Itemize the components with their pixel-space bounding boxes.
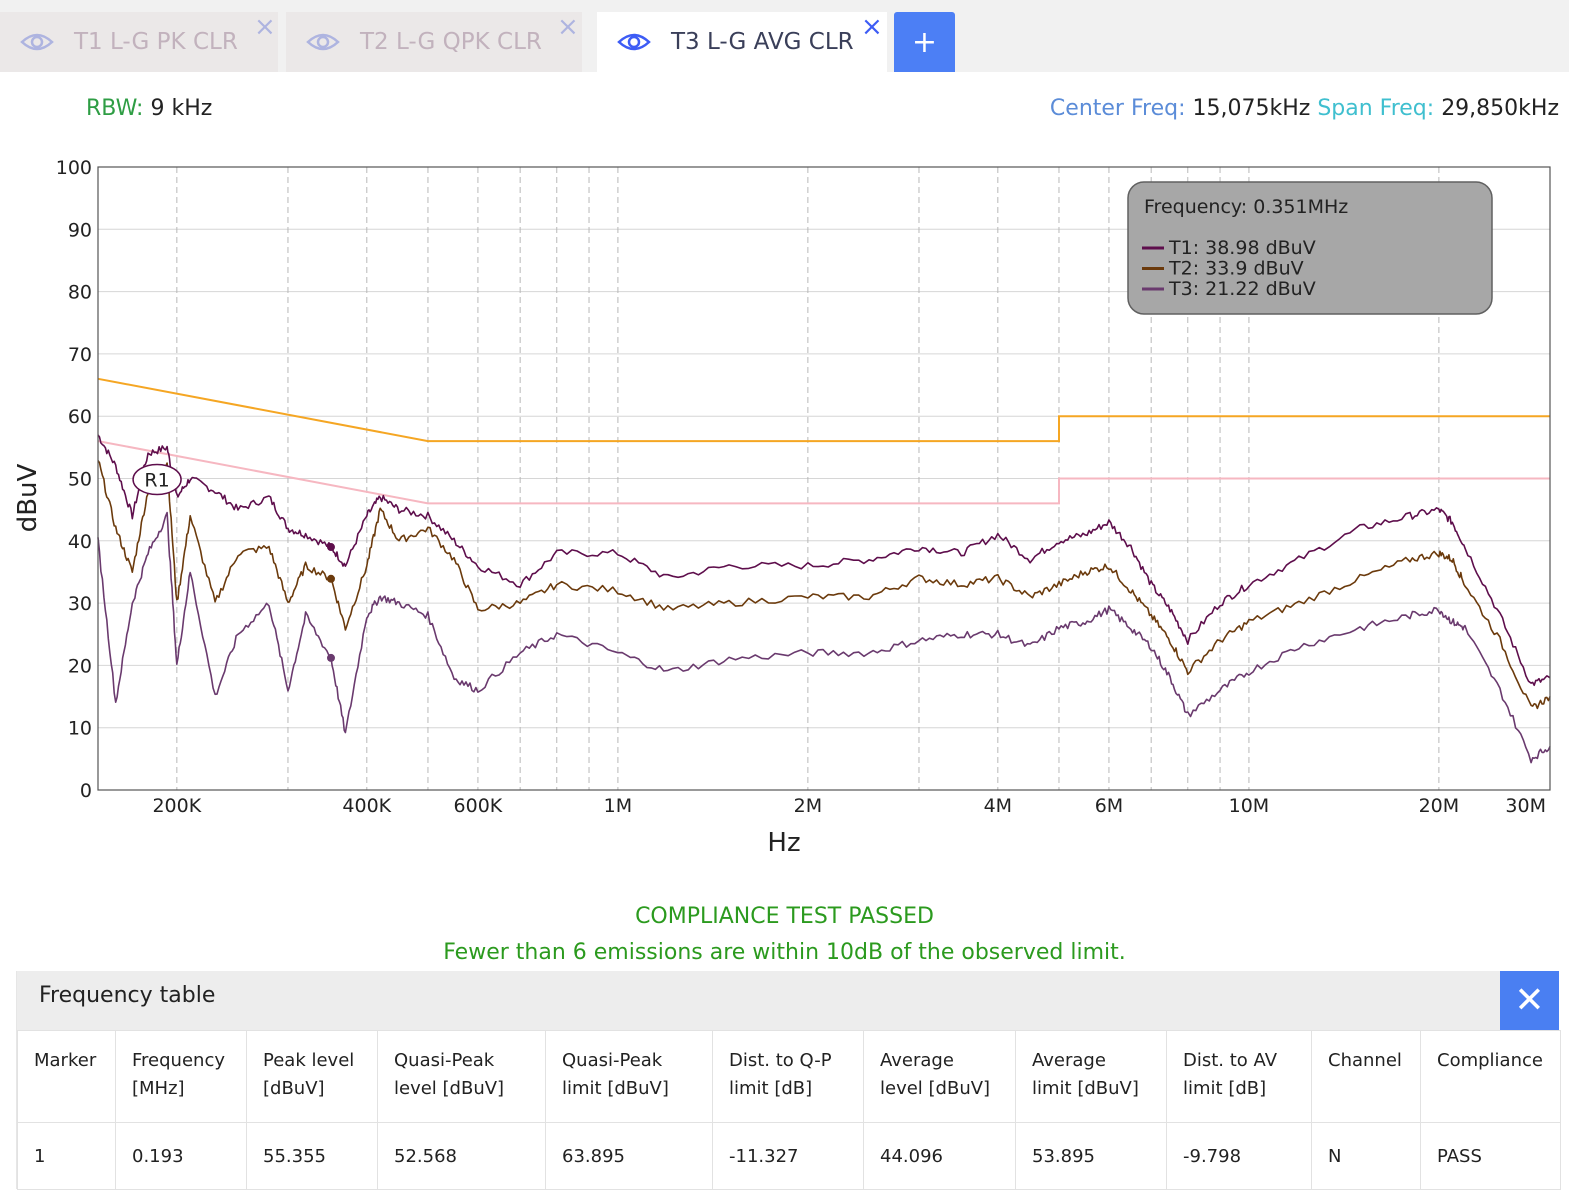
tooltip-row: T2: 33.9 dBuV xyxy=(1168,258,1304,280)
column-header[interactable]: Average level [dBuV] xyxy=(863,1030,1016,1123)
frequency-table: Marker Frequency [MHz] Peak level [dBuV]… xyxy=(17,1030,1561,1190)
center-freq-label: Center Freq: xyxy=(1049,96,1186,121)
column-header[interactable]: Dist. to AV limit [dB] xyxy=(1166,1030,1312,1123)
column-header[interactable]: Channel xyxy=(1311,1030,1421,1123)
span-freq-label: Span Freq: xyxy=(1317,96,1435,121)
table-row[interactable]: 1 0.193 55.355 52.568 63.895 -11.327 44.… xyxy=(17,1122,1561,1190)
column-header[interactable]: Peak level [dBuV] xyxy=(246,1030,378,1123)
y-tick-label: 90 xyxy=(68,219,92,241)
emissions-chart[interactable]: 0 10 20 30 40 50 60 70 80 90 100 200K 400K 600K 1M 2M 4M… xyxy=(0,140,1569,870)
compliance-status: COMPLIANCE TEST PASSED xyxy=(635,904,934,929)
x-tick-label: 2M xyxy=(794,795,822,817)
trace-line-t2 xyxy=(97,460,1551,710)
tooltip-row: T1: 38.98 dBuV xyxy=(1168,237,1316,259)
cell-frequency: 0.193 xyxy=(115,1122,247,1190)
span-freq-value: 29,850kHz xyxy=(1441,96,1559,121)
y-tick-label: 0 xyxy=(80,780,92,802)
limit-line xyxy=(97,440,1550,505)
y-tick-label: 50 xyxy=(68,469,92,491)
column-header[interactable]: Marker xyxy=(17,1030,116,1123)
y-tick-label: 30 xyxy=(68,593,92,615)
cell-qp-distance: -11.327 xyxy=(712,1122,864,1190)
cell-qp-level: 52.568 xyxy=(377,1122,546,1190)
cell-marker: 1 xyxy=(17,1122,116,1190)
y-axis-title: dBuV xyxy=(13,463,43,532)
y-tick-label: 100 xyxy=(56,157,92,179)
cell-avg-distance: -9.798 xyxy=(1166,1122,1312,1190)
tab-label: T3 L-G AVG CLR xyxy=(671,29,854,55)
x-tick-label: 30M xyxy=(1505,795,1546,817)
trace-lines xyxy=(97,434,1551,764)
y-tick-label: 20 xyxy=(68,655,92,677)
eye-icon[interactable] xyxy=(617,31,651,53)
close-table-button[interactable]: ✕ xyxy=(1500,971,1559,1030)
marker-r1 xyxy=(132,463,182,496)
x-tick-label: 6M xyxy=(1095,795,1123,817)
tab-label: T1 L-G PK CLR xyxy=(74,29,238,55)
y-tick-label: 80 xyxy=(68,282,92,304)
x-tick-label: 600K xyxy=(454,795,503,817)
column-header[interactable]: Dist. to Q-P limit [dB] xyxy=(712,1030,864,1123)
cursor-point xyxy=(326,543,335,552)
column-header[interactable]: Frequency [MHz] xyxy=(115,1030,247,1123)
x-tick-label: 10M xyxy=(1229,795,1270,817)
tooltip-title: Frequency: 0.351MHz xyxy=(1144,196,1348,218)
cell-peak-level: 55.355 xyxy=(246,1122,378,1190)
compliance-detail: Fewer than 6 emissions are within 10dB o… xyxy=(443,940,1126,965)
marker-label: R1 xyxy=(144,470,169,492)
x-tick-label: 4M xyxy=(984,795,1012,817)
tab-bar: T1 L-G PK CLR × T2 L-G QPK CLR × T3 L-G … xyxy=(0,0,1569,72)
column-header[interactable]: Compliance xyxy=(1420,1030,1561,1123)
frequency-table-title: Frequency table xyxy=(39,983,216,1008)
eye-icon[interactable] xyxy=(20,31,54,53)
table-header-row: Marker Frequency [MHz] Peak level [dBuV]… xyxy=(17,1030,1561,1123)
cursor-point xyxy=(326,653,335,662)
y-tick-label: 70 xyxy=(68,344,92,366)
trace-line-t3 xyxy=(97,511,1551,764)
rbw-label: RBW: xyxy=(86,96,144,121)
x-tick-label: 20M xyxy=(1419,795,1460,817)
cell-channel: N xyxy=(1311,1122,1421,1190)
x-tick-label: 200K xyxy=(152,795,201,817)
eye-icon[interactable] xyxy=(306,31,340,53)
cell-avg-limit: 53.895 xyxy=(1015,1122,1167,1190)
cell-avg-level: 44.096 xyxy=(863,1122,1016,1190)
cell-qp-limit: 63.895 xyxy=(545,1122,713,1190)
cell-compliance: PASS xyxy=(1420,1122,1561,1190)
rbw-info: RBW: 9 kHz xyxy=(86,96,212,121)
center-freq-value: 15,075kHz xyxy=(1192,96,1311,121)
tooltip-row: T3: 21.22 dBuV xyxy=(1168,278,1316,300)
column-header[interactable]: Average limit [dBuV] xyxy=(1015,1030,1167,1123)
plot-border xyxy=(97,166,1551,791)
add-tab-button[interactable]: + xyxy=(894,12,955,72)
tab-t3[interactable]: T3 L-G AVG CLR × xyxy=(597,12,887,72)
limit-lines xyxy=(97,377,1550,505)
frequency-table-panel: Frequency table ✕ Marker Frequency [MHz]… xyxy=(16,971,1561,1190)
rbw-value: 9 kHz xyxy=(150,96,213,121)
column-header[interactable]: Quasi-Peak level [dBuV] xyxy=(377,1030,546,1123)
trace-line-t1 xyxy=(97,434,1551,687)
tooltip-box xyxy=(1127,181,1493,315)
close-tab-icon[interactable]: × xyxy=(557,12,579,42)
frequency-table-header: Frequency table ✕ xyxy=(17,971,1559,1030)
limit-line xyxy=(97,377,1550,443)
cursor-point xyxy=(326,574,335,583)
column-header[interactable]: Quasi-Peak limit [dBuV] xyxy=(545,1030,713,1123)
y-tick-label: 10 xyxy=(68,718,92,740)
tab-t1[interactable]: T1 L-G PK CLR × xyxy=(0,12,278,72)
y-tick-label: 60 xyxy=(68,406,92,428)
close-tab-icon[interactable]: × xyxy=(254,12,276,42)
y-tick-label: 40 xyxy=(68,531,92,553)
close-tab-icon[interactable]: × xyxy=(861,12,883,42)
axes: 0 10 20 30 40 50 60 70 80 90 100 200K 400K 600K 1M 2M 4M… xyxy=(56,157,1551,817)
tab-t2[interactable]: T2 L-G QPK CLR × xyxy=(286,12,582,72)
tab-label: T2 L-G QPK CLR xyxy=(360,29,542,55)
x-tick-label: 1M xyxy=(604,795,632,817)
frequency-info: Center Freq: 15,075kHz Span Freq: 29,850… xyxy=(1050,96,1559,121)
x-axis-title: Hz xyxy=(767,828,800,858)
x-tick-label: 400K xyxy=(342,795,391,817)
